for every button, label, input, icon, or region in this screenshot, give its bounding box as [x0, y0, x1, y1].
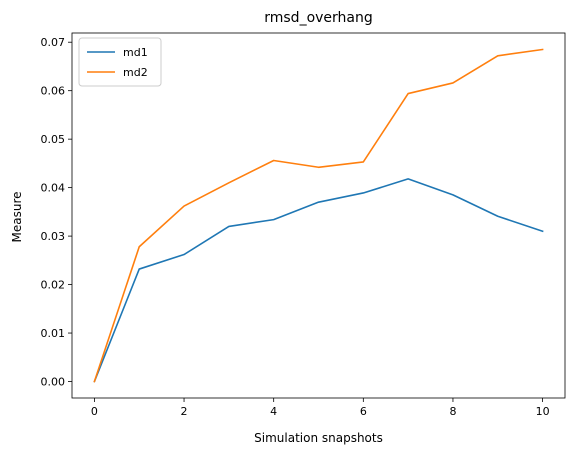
- y-tick-label: 0.02: [41, 279, 66, 292]
- y-tick-label: 0.00: [41, 376, 66, 389]
- x-tick-label: 4: [270, 405, 277, 418]
- series-line-md1: [93, 178, 544, 383]
- series-layer: [93, 48, 544, 383]
- series-line-md2: [93, 48, 544, 383]
- legend-label-md1: md1: [123, 46, 148, 59]
- legend-label-md2: md2: [123, 66, 148, 79]
- x-axis-label: Simulation snapshots: [254, 431, 383, 445]
- y-tick-label: 0.04: [41, 182, 66, 195]
- y-axis-label: Measure: [10, 192, 24, 243]
- y-tick-label: 0.05: [41, 133, 66, 146]
- x-tick-label: 2: [181, 405, 188, 418]
- plot-area-frame: [71, 32, 566, 399]
- chart-title: rmsd_overhang: [264, 10, 373, 26]
- x-tick-label: 0: [91, 405, 98, 418]
- y-tick-label: 0.07: [41, 36, 66, 49]
- y-tick-label: 0.06: [41, 85, 66, 98]
- legend: md1 md2: [78, 37, 162, 87]
- y-tick-label: 0.03: [41, 230, 66, 243]
- y-axis: 0.00 0.01 0.02 0.03 0.04 0.05 0.06 0.07: [41, 36, 72, 389]
- y-tick-label: 0.01: [41, 327, 66, 340]
- x-tick-label: 6: [360, 405, 367, 418]
- x-tick-label: 8: [449, 405, 456, 418]
- x-tick-label: 10: [536, 405, 550, 418]
- legend-box: [78, 37, 162, 87]
- x-axis: 0 2 4 6 8 10: [91, 398, 550, 418]
